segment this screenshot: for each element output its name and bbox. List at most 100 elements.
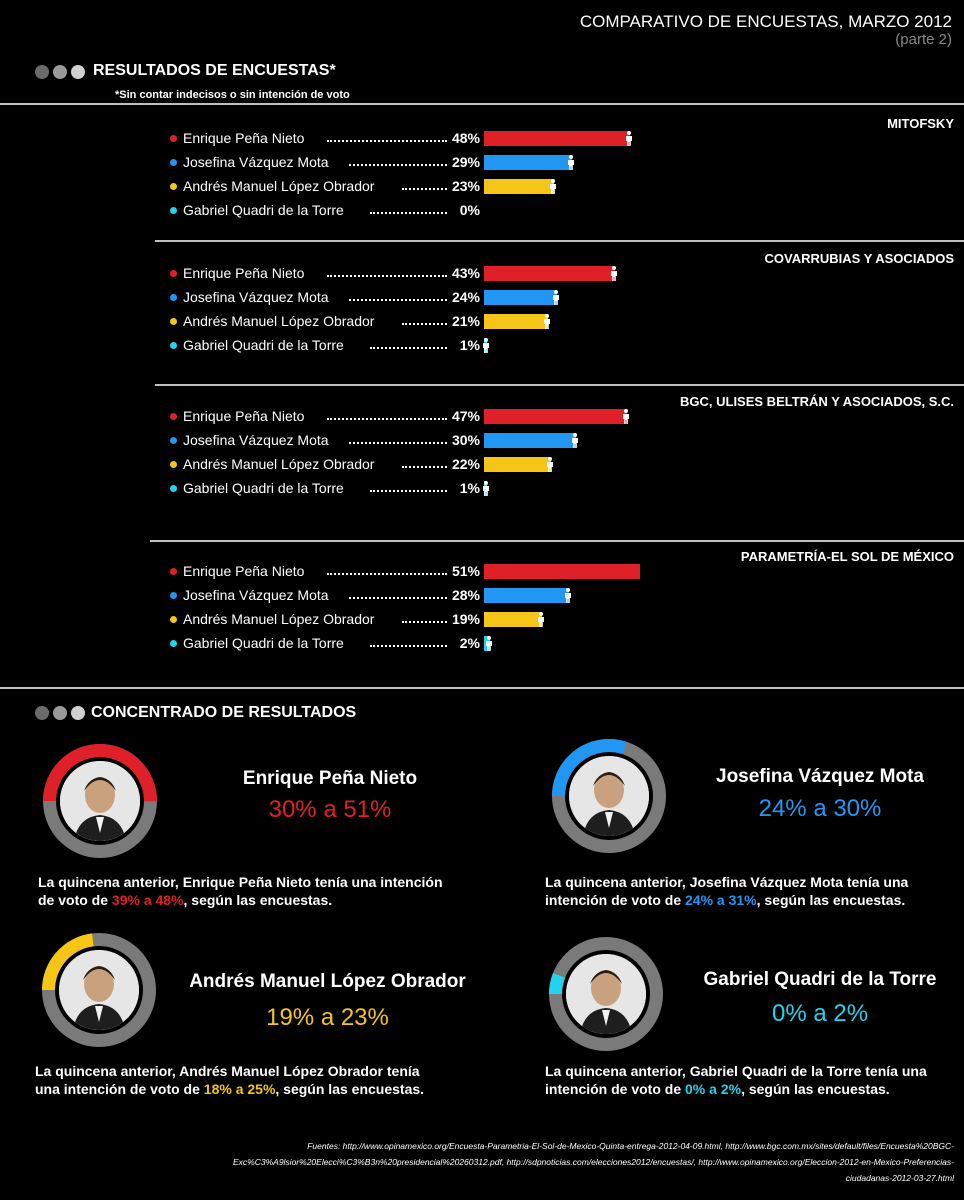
value-label: 48% [451,130,480,146]
section-divider [0,103,964,105]
dot-icon [53,65,67,79]
candidate-bullet-icon [170,412,177,420]
candidate-bullet-icon [170,639,177,647]
candidate-photo [569,756,649,836]
candidate-bullet-icon [170,317,177,325]
value-label: 43% [451,265,480,281]
candidate-bullet-icon [170,182,177,190]
candidate-row: Josefina Vázquez Mota [170,585,329,605]
donut-svg [549,937,663,1051]
note-range: 18% a 25% [203,1081,276,1097]
poll-divider [155,384,964,386]
dot-icon [35,65,49,79]
note-range: 0% a 2% [685,1081,742,1097]
candidate-name: Josefina Vázquez Mota [183,154,329,170]
donut-arc [42,933,156,1047]
candidate-row: Andrés Manuel López Obrador [170,176,374,196]
summary-note: La quincena anterior, Josefina Vázquez M… [545,873,955,909]
note-text: La quincena anterior, Enrique Peña Nieto… [38,874,443,908]
pollster-label: MITOFSKY [887,116,954,131]
donut-ring [42,933,156,1052]
bar [484,179,555,194]
candidate-bullet-icon [170,591,177,599]
dotted-leader [402,460,447,468]
candidate-row: Enrique Peña Nieto [170,128,304,148]
candidate-row: Gabriel Quadri de la Torre [170,633,344,653]
candidate-row: Enrique Peña Nieto [170,561,304,581]
note-text: , según las encuestas. [183,892,333,908]
note-text: La quincena anterior, Josefina Vázquez M… [545,874,909,908]
dotted-leader [370,341,447,349]
summary-range: 19% a 23% [266,1004,389,1031]
candidate-row: Andrés Manuel López Obrador [170,311,374,331]
candidate-name: Enrique Peña Nieto [183,130,305,146]
dotted-leader [349,591,447,599]
candidate-row: Enrique Peña Nieto [170,263,304,283]
summary-range: 24% a 30% [758,795,882,822]
candidate-name: Gabriel Quadri de la Torre [183,337,344,353]
summary-range: 0% a 2% [771,1000,869,1027]
candidate-row: Josefina Vázquez Mota [170,287,329,307]
person-icon [622,409,630,424]
dotted-leader [402,615,447,623]
bar [484,266,616,281]
candidate-bullet-icon [170,134,177,142]
poll-divider [150,540,964,542]
value-label: 22% [451,456,480,472]
donut-arc [552,739,666,853]
donut-ring [549,937,663,1056]
candidate-bullet-icon [170,615,177,623]
person-icon [482,481,490,496]
bar [484,612,542,627]
donut-arc [549,937,663,1051]
candidate-bullet-icon [170,436,177,444]
section-dots-icon [35,706,85,720]
donut-arc [43,744,157,858]
bar [484,457,552,472]
summary-note: La quincena anterior, Andrés Manuel Lópe… [35,1062,435,1098]
dotted-leader [327,567,447,575]
candidate-bullet-icon [170,269,177,277]
pollster-label: BGC, ULISES BELTRÁN Y ASOCIADOS, S.C. [680,394,954,409]
dotted-leader [349,158,447,166]
candidate-row: Josefina Vázquez Mota [170,152,329,172]
value-label: 30% [451,432,480,448]
candidate-row: Gabriel Quadri de la Torre [170,335,344,355]
value-label: 21% [451,313,480,329]
donut-ring [552,739,666,858]
summary-note: La quincena anterior, Enrique Peña Nieto… [38,873,458,909]
candidate-row: Andrés Manuel López Obrador [170,609,374,629]
value-label: 28% [451,587,480,603]
summary-note: La quincena anterior, Gabriel Quadri de … [545,1062,955,1098]
poll-divider [155,240,964,242]
dotted-leader [402,317,447,325]
candidate-name: Andrés Manuel López Obrador [183,456,375,472]
note-text: La quincena anterior, Andrés Manuel Lópe… [35,1063,420,1097]
value-label: 29% [451,154,480,170]
candidate-name: Gabriel Quadri de la Torre [183,480,344,496]
dotted-leader [370,206,447,214]
dotted-leader [327,134,447,142]
value-label: 23% [451,178,480,194]
summary-candidate-name: Gabriel Quadri de la Torre [703,969,937,990]
section-dots-icon [35,65,85,79]
dotted-leader [370,484,447,492]
candidate-name: Josefina Vázquez Mota [183,587,329,603]
person-icon [482,338,490,353]
bar [484,409,628,424]
value-label: 1% [459,480,480,496]
note-text: , según las encuestas. [741,1081,890,1097]
candidate-name: Enrique Peña Nieto [183,408,305,424]
person-icon [552,290,560,305]
section-divider [0,687,964,689]
person-icon [546,457,554,472]
dot-icon [71,65,85,79]
candidate-name: Enrique Peña Nieto [183,563,305,579]
note-range: 24% a 31% [685,892,757,908]
candidate-name: Andrés Manuel López Obrador [183,611,375,627]
bar [484,433,576,448]
candidate-row: Gabriel Quadri de la Torre [170,200,344,220]
donut-svg [43,744,157,858]
bar [484,564,640,579]
candidate-photo [566,954,646,1034]
